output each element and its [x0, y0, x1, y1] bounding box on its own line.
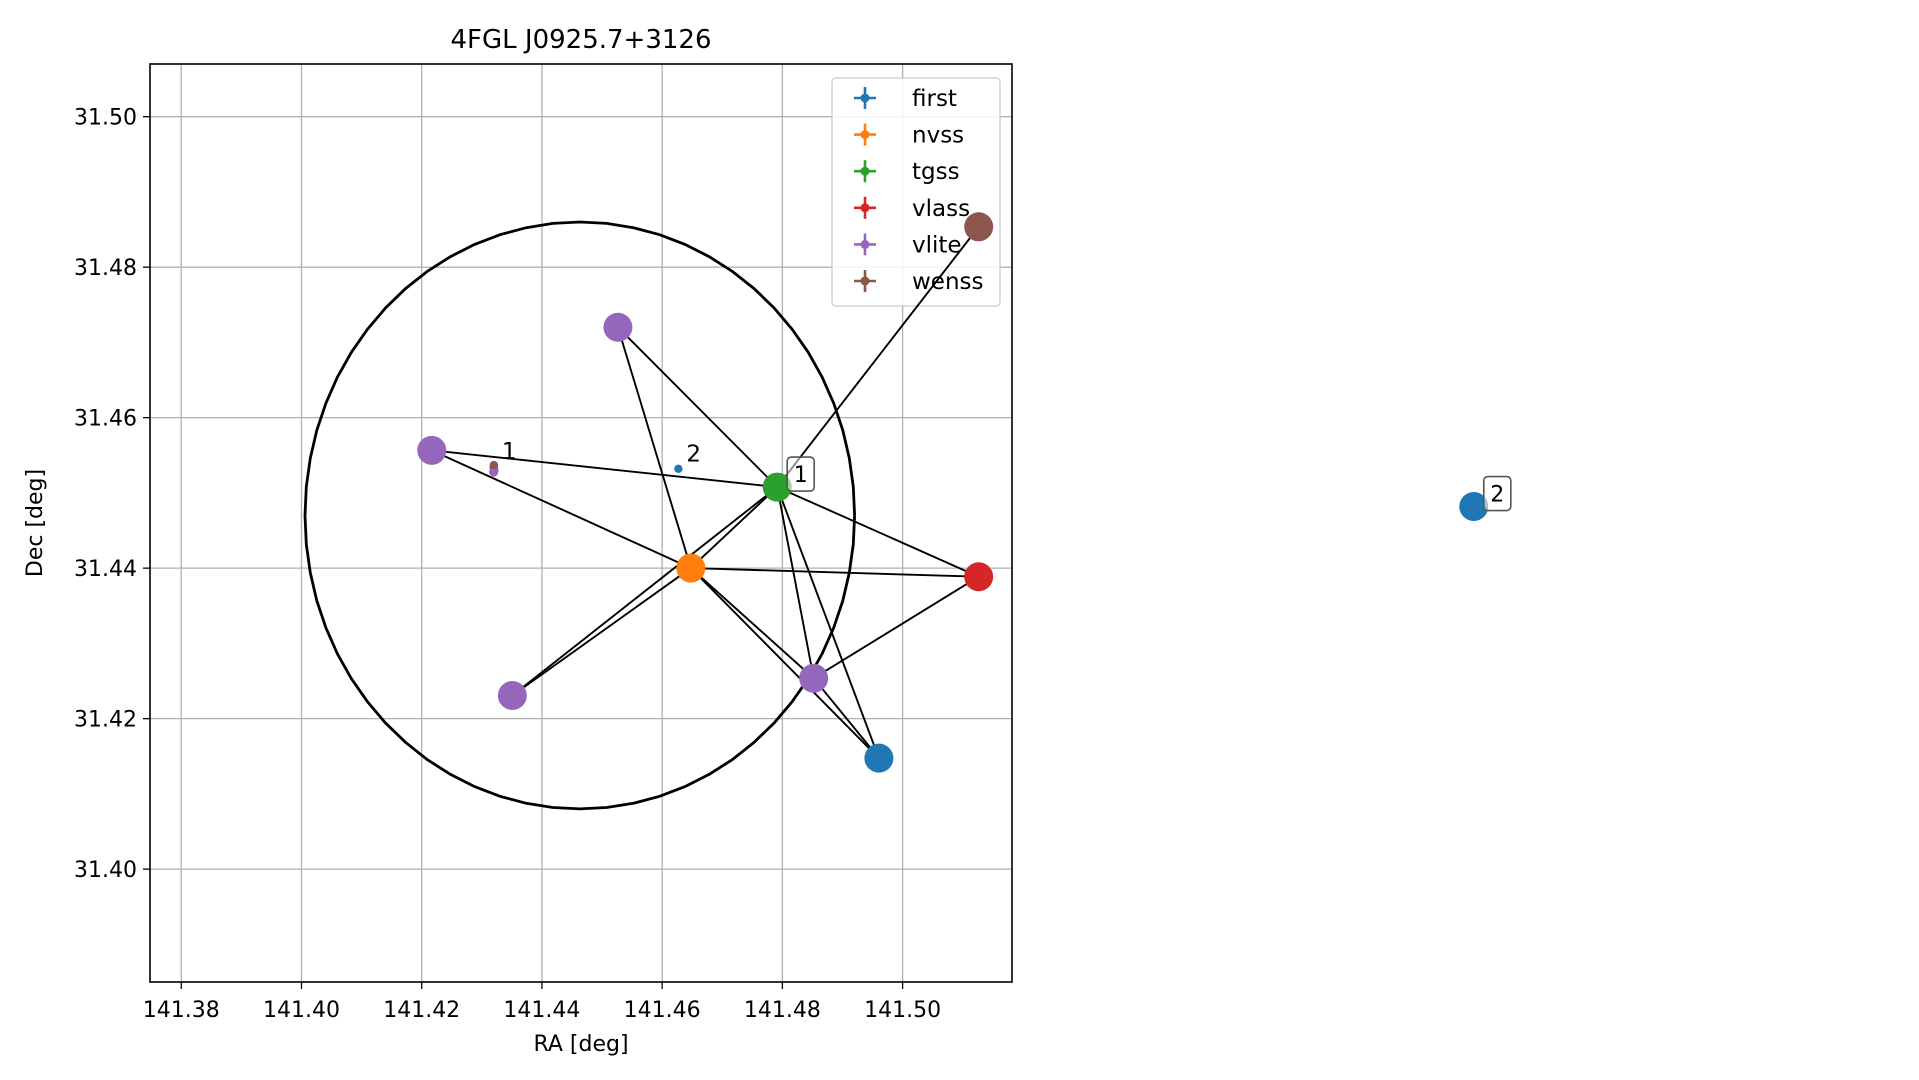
network-edge [813, 575, 980, 680]
network-edge [690, 567, 979, 578]
network-node-vlite-a [603, 312, 633, 342]
point-first [674, 464, 683, 474]
network-edge [690, 486, 778, 569]
network-node-tgss [762, 472, 792, 502]
network-node-vlite-b [417, 435, 447, 465]
network-edge [776, 486, 980, 578]
y-tick-label: 31.42 [74, 708, 137, 733]
network-edge [617, 326, 778, 488]
network-edge [776, 226, 980, 488]
network-node-first-2 [1459, 492, 1489, 522]
legend-marker-nvss [860, 130, 870, 140]
x-ticks: 141.38 141.40 141.42 141.44 141.46 141.48 141.… [143, 982, 941, 1023]
legend-marker-vlite [860, 239, 870, 249]
nodes-layer [417, 212, 1489, 773]
annotation-label: 1 [502, 439, 517, 465]
network-edge [776, 486, 880, 759]
axes-frame [149, 63, 1013, 983]
y-tick-label: 31.44 [74, 557, 137, 582]
x-tick-label: 141.50 [864, 998, 941, 1023]
node-labels-layer: 12 [786, 456, 1512, 512]
legend-marker-first [860, 93, 870, 103]
network-edge [511, 567, 692, 697]
legend-label-first: first [912, 86, 957, 112]
network-edge [431, 449, 692, 569]
legend-label-tgss: tgss [912, 159, 960, 185]
network-node-nvss [676, 553, 706, 583]
network-edge [511, 486, 778, 697]
point-vlite [489, 468, 499, 477]
x-tick-label: 141.46 [624, 998, 701, 1023]
network-edge [617, 326, 692, 569]
localization-circle-layer [303, 220, 856, 811]
legend-label-vlite: vlite [912, 232, 962, 258]
y-tick-label: 31.50 [74, 106, 137, 131]
localization-circle [303, 220, 856, 811]
network-panel: 12 [417, 212, 1512, 773]
network-node-first-1 [864, 743, 894, 773]
network-edge [776, 486, 815, 679]
annotation-label: 2 [686, 441, 701, 467]
network-edge [690, 567, 815, 679]
x-axis-label: RA [deg] [533, 1032, 628, 1057]
network-node-vlass [964, 562, 994, 592]
network-edge [690, 567, 880, 759]
chart-title: 4FGL J0925.7+3126 [451, 25, 712, 55]
point-wenss [489, 460, 499, 470]
y-tick-label: 31.46 [74, 407, 137, 432]
edges-layer [431, 226, 980, 759]
node-label-box [1482, 475, 1512, 512]
x-tick-label: 141.40 [263, 998, 340, 1023]
y-tick-label: 31.48 [74, 256, 137, 281]
x-tick-label: 141.44 [503, 998, 580, 1023]
x-tick-label: 141.38 [143, 998, 220, 1023]
node-label: 1 [794, 463, 808, 488]
legend-label-vlass: vlass [912, 196, 970, 222]
data-points-layer [489, 460, 683, 477]
x-tick-label: 141.48 [744, 998, 821, 1023]
node-label: 2 [1490, 483, 1504, 508]
y-axis-label: Dec [deg] [23, 469, 48, 577]
legend-label-wenss: wenss [912, 269, 984, 295]
network-edge [431, 449, 778, 489]
legend-marker-vlass [860, 203, 870, 213]
network-edge [812, 677, 880, 759]
network-node-vlite-d [799, 663, 829, 693]
y-tick-label: 31.40 [74, 858, 137, 883]
network-node-vlite-c [497, 681, 527, 711]
node-label-box [786, 456, 815, 492]
legend-marker-tgss [860, 166, 870, 176]
legend-marker-wenss [860, 276, 870, 286]
network-node-wenss [964, 212, 994, 242]
legend: first nvss tgss vlass vlite wenss [831, 77, 1001, 307]
x-tick-label: 141.42 [383, 998, 460, 1023]
legend-label-nvss: nvss [912, 123, 964, 149]
y-ticks: 31.40 31.42 31.44 31.46 31.48 31.50 [74, 106, 150, 883]
